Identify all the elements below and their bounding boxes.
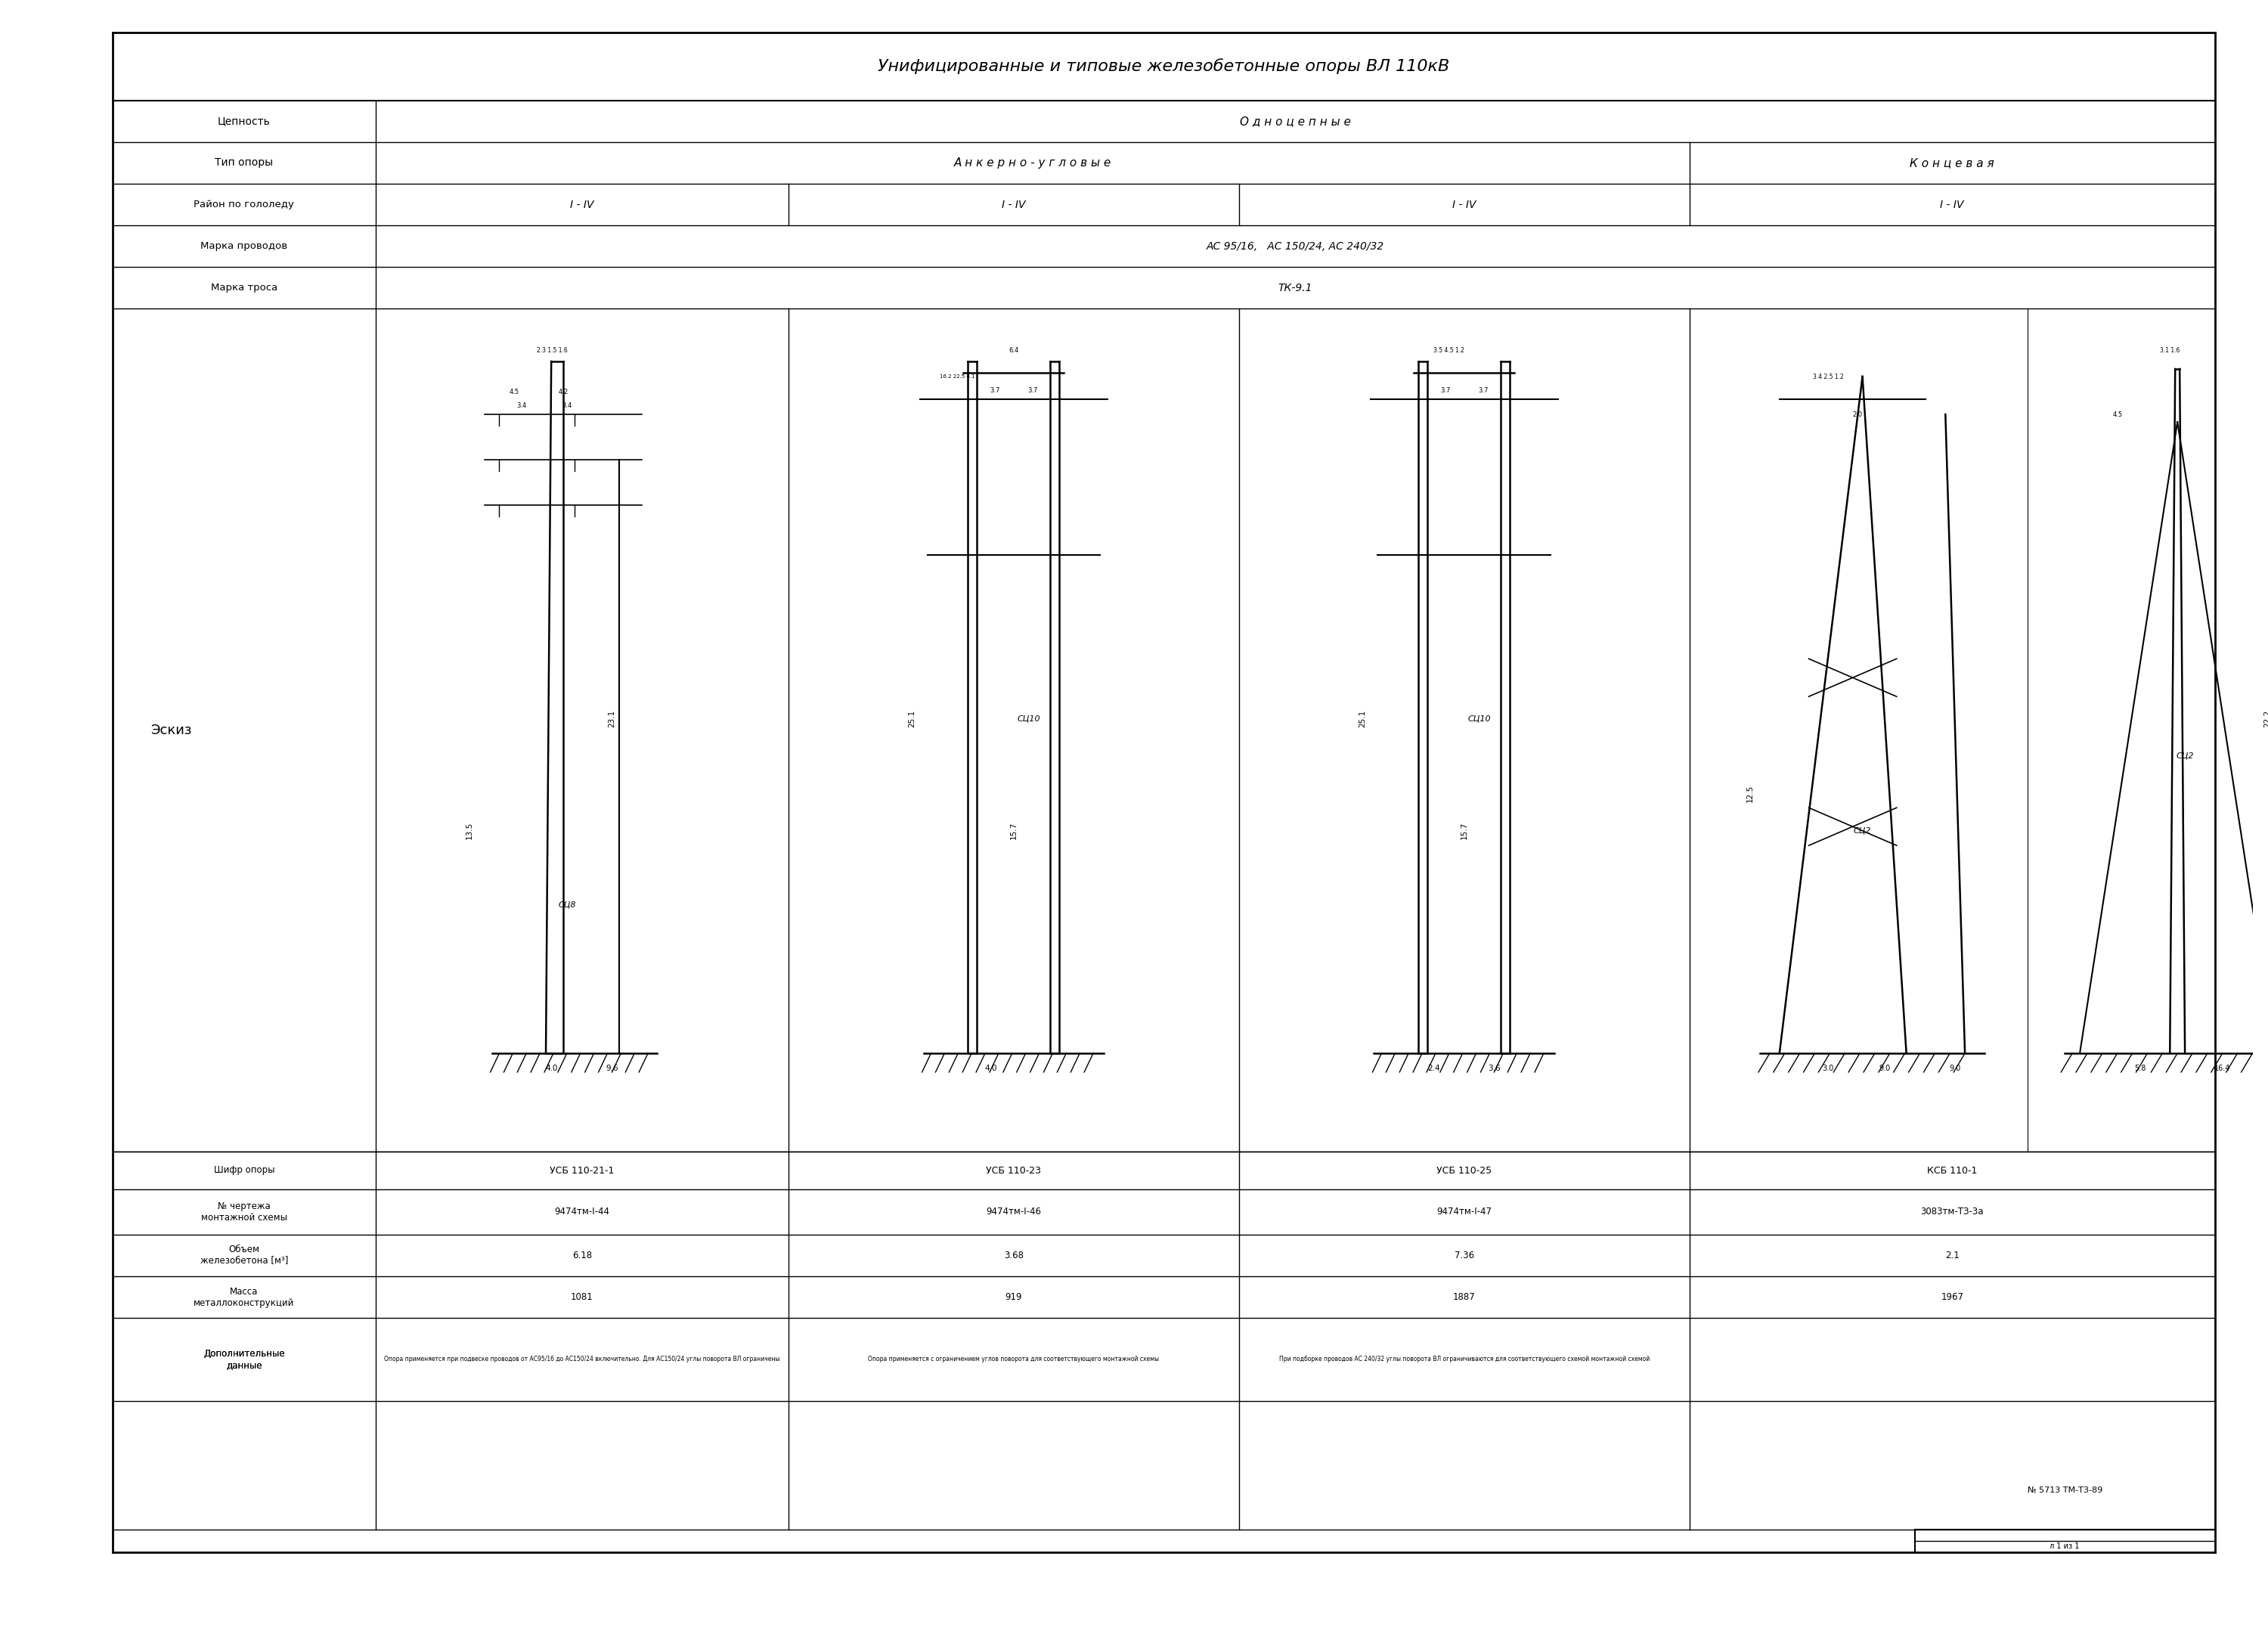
Text: СЦ2: СЦ2 (1853, 826, 1871, 835)
Text: 9.6: 9.6 (606, 1065, 619, 1073)
Text: 16.2 22.5 4.1: 16.2 22.5 4.1 (939, 375, 975, 380)
Text: 3.7: 3.7 (1440, 386, 1452, 394)
Text: л 1 из 1: л 1 из 1 (2050, 1543, 2080, 1551)
Text: 12.5: 12.5 (1746, 784, 1753, 802)
Text: 3.7: 3.7 (1027, 386, 1036, 394)
Text: 3083тм-ТЗ-3а: 3083тм-ТЗ-3а (1921, 1208, 1984, 1217)
Text: 4.0: 4.0 (547, 1065, 558, 1073)
Text: 2.4: 2.4 (1429, 1065, 1440, 1073)
Text: 3.7: 3.7 (1479, 386, 1488, 394)
Text: I - IV: I - IV (569, 199, 594, 210)
Text: СЦ10: СЦ10 (1016, 715, 1041, 723)
Text: 3.7: 3.7 (989, 386, 1000, 394)
Text: 9474тм-I-44: 9474тм-I-44 (553, 1208, 610, 1217)
Text: Объем
железобетона [м³]: Объем железобетона [м³] (200, 1245, 288, 1267)
Text: 9474тм-I-47: 9474тм-I-47 (1436, 1208, 1492, 1217)
Text: 3.5 4.5 1.2: 3.5 4.5 1.2 (1433, 347, 1465, 353)
Text: Дополнительные
данные: Дополнительные данные (204, 1349, 286, 1370)
Text: Тип опоры: Тип опоры (215, 158, 272, 168)
Text: 5.8: 5.8 (2134, 1065, 2146, 1073)
Text: 25.1: 25.1 (909, 710, 916, 728)
Text: А н к е р н о - у г л о в ы е: А н к е р н о - у г л о в ы е (953, 158, 1111, 169)
Text: АС 95/16,   АС 150/24, АС 240/32: АС 95/16, АС 150/24, АС 240/32 (1207, 242, 1383, 251)
Text: Цепность: Цепность (218, 117, 270, 127)
Text: Район по гололеду: Район по гололеду (193, 199, 295, 209)
Text: Марка проводов: Марка проводов (200, 242, 288, 251)
Text: УСБ 110-25: УСБ 110-25 (1436, 1165, 1492, 1175)
Text: № 5713 ТМ-ТЗ-89: № 5713 ТМ-ТЗ-89 (2028, 1487, 2102, 1493)
Text: 3.68: 3.68 (1005, 1250, 1023, 1260)
Text: Опора применяется с ограничением углов поворота для соответствующего монтажной с: Опора применяется с ограничением углов п… (869, 1355, 1159, 1362)
Text: 3.1 1.6: 3.1 1.6 (2159, 347, 2180, 353)
Text: 1887: 1887 (1454, 1291, 1476, 1301)
Text: ТК-9.1: ТК-9.1 (1277, 283, 1313, 292)
Text: 2.3 1.5 1.6: 2.3 1.5 1.6 (538, 347, 567, 353)
Text: 7.36: 7.36 (1454, 1250, 1474, 1260)
Text: 13.5: 13.5 (465, 822, 474, 840)
Text: Унифицированные и типовые железобетонные опоры ВЛ 110кВ: Унифицированные и типовые железобетонные… (878, 59, 1449, 74)
Text: I - IV: I - IV (1939, 199, 1964, 210)
Text: № чертежа
монтажной схемы: № чертежа монтажной схемы (202, 1201, 288, 1222)
Text: 9.0: 9.0 (1878, 1065, 1889, 1073)
Text: 25.1: 25.1 (1359, 710, 1368, 728)
Text: 3.0: 3.0 (1823, 1065, 1835, 1073)
Text: 919: 919 (1005, 1291, 1023, 1301)
Text: О д н о ц е п н ы е: О д н о ц е п н ы е (1241, 115, 1352, 127)
Text: 3.4: 3.4 (517, 403, 526, 409)
Text: 4.5: 4.5 (510, 388, 519, 394)
Text: УСБ 110-21-1: УСБ 110-21-1 (549, 1165, 615, 1175)
Text: КСБ 110-1: КСБ 110-1 (1928, 1165, 1978, 1175)
Text: 6.4: 6.4 (1009, 347, 1018, 353)
Text: 9474тм-I-46: 9474тм-I-46 (987, 1208, 1041, 1217)
Text: I - IV: I - IV (1002, 199, 1025, 210)
Text: 1081: 1081 (572, 1291, 594, 1301)
Text: СЦ10: СЦ10 (1467, 715, 1490, 723)
Text: 3.6: 3.6 (1488, 1065, 1501, 1073)
Text: 15.7: 15.7 (1461, 822, 1467, 840)
Text: 1967: 1967 (1941, 1291, 1964, 1301)
Text: СЦ8: СЦ8 (558, 900, 576, 909)
Text: 6.18: 6.18 (572, 1250, 592, 1260)
Text: При подборке проводов АС 240/32 углы поворота ВЛ ограничиваются для соответствую: При подборке проводов АС 240/32 углы пов… (1279, 1355, 1649, 1362)
Text: 16.4: 16.4 (2214, 1065, 2229, 1073)
Text: 22.2: 22.2 (2263, 710, 2268, 728)
Text: 4.2: 4.2 (558, 388, 567, 394)
Text: УСБ 110-23: УСБ 110-23 (987, 1165, 1041, 1175)
Text: Шифр опоры: Шифр опоры (213, 1165, 274, 1175)
Text: 4.5: 4.5 (2112, 411, 2123, 417)
Text: К о н ц е в а я: К о н ц е в а я (1910, 158, 1994, 169)
Text: Опора применяется при подвеске проводов от АС95/16 до АС150/24 включительно. Для: Опора применяется при подвеске проводов … (383, 1355, 780, 1362)
Text: 15.7: 15.7 (1009, 822, 1018, 840)
Text: СЦ2: СЦ2 (2175, 752, 2193, 759)
Text: 3.4 2.5 1.2: 3.4 2.5 1.2 (1812, 373, 1844, 380)
Text: 4.0: 4.0 (984, 1065, 998, 1073)
Text: Эскиз: Эскиз (150, 723, 191, 736)
Text: 2.0: 2.0 (1853, 411, 1862, 417)
Text: Дополнительные
данные: Дополнительные данные (204, 1349, 286, 1370)
Text: I - IV: I - IV (1452, 199, 1476, 210)
Text: 23.1: 23.1 (608, 710, 615, 728)
Text: 2.1: 2.1 (1946, 1250, 1960, 1260)
Text: Марка троса: Марка троса (211, 283, 277, 292)
Text: 3.4: 3.4 (562, 403, 572, 409)
Text: 9.0: 9.0 (1950, 1065, 1962, 1073)
Text: Масса
металлоконструкций: Масса металлоконструкций (193, 1286, 295, 1308)
